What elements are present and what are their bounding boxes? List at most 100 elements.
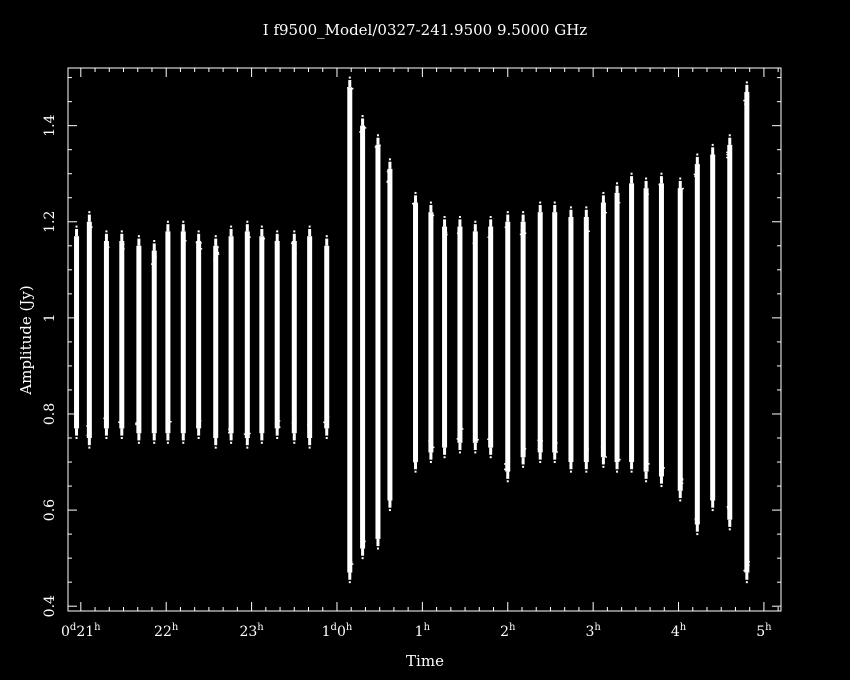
scan-stray-point <box>168 235 170 237</box>
scan-stray-point <box>377 531 380 534</box>
scan-bar <box>119 240 125 429</box>
scan-stray-point <box>88 431 90 433</box>
scan-min-point <box>414 470 417 473</box>
scan-bar-top <box>506 214 510 222</box>
scan-stray-point <box>246 236 248 239</box>
scan-stray-point <box>615 455 618 458</box>
scan-bar <box>744 92 750 573</box>
x-tick-label: 22h <box>154 622 179 640</box>
scan-stray-point <box>726 156 728 159</box>
scan-max-point <box>230 225 233 228</box>
scan-stray-point <box>524 448 527 450</box>
scan-bar-top <box>120 233 124 241</box>
scan-min-point <box>553 461 556 464</box>
scan-bar-top <box>245 224 249 232</box>
scan-min-point <box>75 437 78 440</box>
scan-stray-point <box>585 225 587 228</box>
scan-bar-top <box>489 219 493 227</box>
scan-stray-point <box>446 233 448 236</box>
scan-stray-point <box>588 230 590 232</box>
x-tick-label: 1d0h <box>322 622 353 640</box>
scan-bar <box>196 240 202 429</box>
scan-bar-top <box>458 219 462 227</box>
scan-stray-point <box>326 247 329 250</box>
scan-stray-point <box>259 419 262 422</box>
scan-bar <box>537 212 543 453</box>
scan-bar-bottom <box>308 438 312 446</box>
x-tick-label: 3h <box>585 622 601 640</box>
scan-stray-point <box>681 477 684 480</box>
scan-bar-top <box>75 228 79 237</box>
scan-min-point <box>679 499 682 502</box>
scan-stray-point <box>445 231 448 234</box>
scan-stray-point <box>695 170 697 172</box>
scan-bar-top <box>308 228 312 237</box>
scan-stray-point <box>213 259 215 261</box>
scan-stray-point <box>601 447 604 449</box>
scan-stray-point <box>660 191 663 194</box>
scan-bar-top <box>711 147 715 155</box>
scan-bar-top <box>260 228 264 237</box>
scan-min-point <box>728 528 731 531</box>
scan-bar <box>520 221 526 458</box>
scan-stray-point <box>260 431 263 434</box>
scan-bar <box>629 183 635 463</box>
scan-min-point <box>105 437 108 440</box>
scan-min-point <box>630 470 633 473</box>
scan-stray-point <box>415 449 418 451</box>
scan-bar-bottom <box>376 538 380 547</box>
scan-stray-point <box>362 538 365 540</box>
scan-stray-point <box>183 422 186 425</box>
y-tick-label: 0.4 <box>42 595 58 617</box>
scan-bar-top <box>429 204 433 213</box>
y-tick-label: 0.6 <box>42 499 58 521</box>
scan-bar <box>677 188 683 491</box>
scan-stray-point <box>325 421 328 424</box>
scan-bar-bottom <box>584 462 588 470</box>
scan-stray-point <box>388 489 391 492</box>
scan-bar-bottom <box>152 433 156 441</box>
scan-stray-point <box>277 252 280 254</box>
scan-max-point <box>522 211 525 214</box>
scan-stray-point <box>364 127 367 129</box>
scan-stray-point <box>323 421 325 424</box>
scan-stray-point <box>429 444 432 447</box>
scan-stray-point <box>712 489 714 492</box>
scan-min-point <box>569 470 572 473</box>
scan-bar <box>259 236 265 434</box>
scan-stray-point <box>726 153 728 156</box>
scan-stray-point <box>586 454 589 456</box>
scan-min-point <box>166 441 169 444</box>
scan-stray-point <box>76 423 79 425</box>
scan-stray-point <box>600 446 603 448</box>
scan-bar <box>307 236 313 439</box>
scan-stray-point <box>442 434 445 436</box>
scan-min-point <box>745 581 748 584</box>
scan-stray-point <box>604 211 606 213</box>
scan-bar-top <box>166 224 170 232</box>
scan-stray-point <box>166 426 169 429</box>
scan-max-point <box>711 143 714 146</box>
scan-max-point <box>214 235 217 238</box>
scan-min-point <box>214 446 217 449</box>
scan-stray-point <box>568 218 570 220</box>
scan-stray-point <box>587 448 589 450</box>
scan-stray-point <box>77 238 80 240</box>
scan-min-point <box>276 437 279 440</box>
scan-bar-top <box>644 180 648 189</box>
scan-stray-point <box>347 564 350 567</box>
scan-stray-point <box>629 460 631 462</box>
scan-stray-point <box>181 240 184 243</box>
scan-bar-bottom <box>745 572 749 580</box>
scan-bar-bottom <box>644 471 648 479</box>
scan-bar-bottom <box>260 433 264 441</box>
scan-stray-point <box>444 235 446 237</box>
scan-stray-point <box>165 420 168 422</box>
scan-bar-bottom <box>181 433 185 441</box>
scan-stray-point <box>138 425 140 428</box>
scan-stray-point <box>103 417 105 420</box>
scan-min-point <box>230 441 233 444</box>
scan-min-point <box>585 470 588 473</box>
scan-stray-point <box>617 457 620 460</box>
scan-bar-bottom <box>325 428 329 436</box>
